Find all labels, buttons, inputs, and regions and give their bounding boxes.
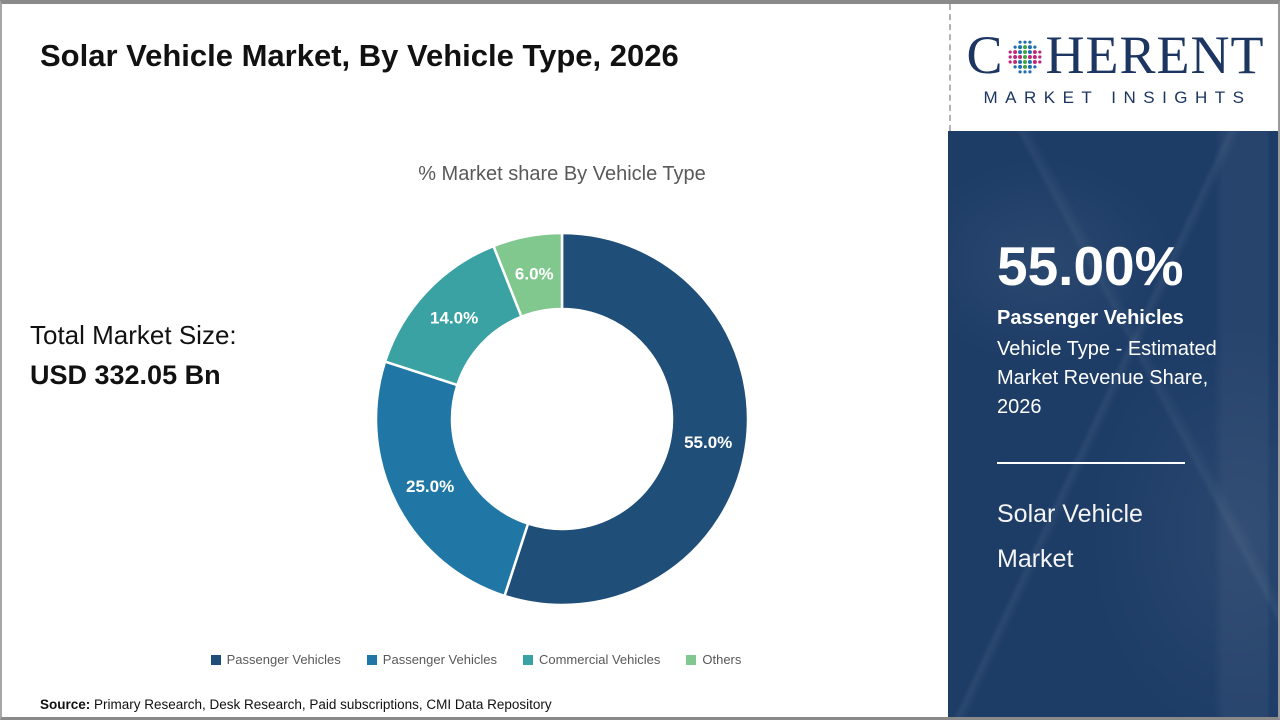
market-name: Solar Vehicle Market [997,500,1143,573]
legend-label-3: Others [702,652,742,667]
logo-globe-dot [1027,69,1032,73]
highlight-description: Vehicle Type - Estimated Market Revenue … [997,338,1217,418]
logo-globe-dot [1022,44,1027,49]
donut-slice-label-3: 6.0% [515,265,554,284]
logo-globe-dot [1022,69,1027,73]
logo-globe-dot [1022,59,1027,64]
logo-letter-c: C [966,24,1004,85]
logo-globe-dot [1017,40,1022,44]
legend-label-1: Passenger Vehicles [382,652,497,667]
logo-globe-dot [1017,44,1022,49]
logo-globe-icon [1008,40,1041,73]
coherent-logo: C HERENT MARKET INSIGHTS [951,4,1278,131]
logo-globe-dot [1017,54,1022,59]
legend-item-3: Others [686,652,741,667]
logo-globe-dot [1037,49,1041,54]
dashed-divider [949,4,951,131]
logo-globe-dot [1013,64,1017,68]
page-title: Solar Vehicle Market, By Vehicle Type, 2… [40,38,679,73]
logo-globe-dot [1027,54,1032,59]
highlight-label: Passenger Vehicles [997,307,1184,329]
legend-swatch-3 [686,654,697,665]
logo-globe-dot [1032,49,1037,54]
legend-item-1: Passenger Vehicles [366,652,497,667]
logo-letters-rest: HERENT [1045,24,1265,85]
total-market-size-label: Total Market Size: [30,320,237,350]
donut-slice-1 [374,360,530,598]
logo-globe-dot [1017,69,1022,73]
logo-globe-dot [1013,45,1017,49]
logo-globe-dot [1032,64,1037,68]
logo-globe-dot [1037,59,1041,64]
legend-label-0: Passenger Vehicles [226,652,341,667]
separator-line [997,462,1185,464]
donut-slice-label-0: 55.0% [684,433,732,452]
total-market-size-value: USD 332.05 Bn [30,360,221,390]
donut-slice-label-1: 25.0% [406,477,454,496]
donut-slice-0 [503,231,750,607]
source-note: Source: Primary Research, Desk Research,… [40,697,552,712]
donut-slice-3 [492,231,564,318]
logo-globe-dot [1008,49,1012,54]
logo-globe-dot [1027,59,1032,64]
logo-globe-dot [1022,40,1027,44]
logo-globe-dot [1017,59,1022,64]
logo-globe-dot [1012,54,1017,59]
donut-slice-label-2: 14.0% [430,309,478,328]
logo-wordmark: C HERENT [967,28,1265,82]
sidebar-content: 55.00% Passenger Vehicles Vehicle Type -… [997,131,1245,582]
logo-globe-dot [1012,59,1017,64]
logo-globe-dot [1022,54,1027,59]
logo-globe-dot [1027,44,1032,49]
sidebar-background [948,131,1278,717]
donut-chart: 55.0% 25.0% 14.0% 6.0% [374,231,750,607]
logo-globe-dot [1017,64,1022,69]
logo-globe-dot [1037,54,1041,59]
total-market-size: Total Market Size: USD 332.05 Bn [30,320,237,391]
logo-globe-dot [1008,59,1012,64]
logo-globe-dot [1032,45,1037,49]
chart-title: % Market share By Vehicle Type [418,163,706,185]
chart-legend: Passenger Vehicles Passenger Vehicles Comm… [2,652,950,667]
logo-globe-dot [1027,40,1032,44]
logo-globe-dot [1008,54,1012,59]
highlight-value: 55.00% [997,235,1184,297]
legend-label-2: Commercial Vehicles [538,652,661,667]
legend-item-2: Commercial Vehicles [522,652,661,667]
source-label: Source: [40,697,91,712]
logo-subtitle: MARKET INSIGHTS [983,87,1252,107]
logo-globe-dot [1027,49,1032,54]
logo-globe-dot [1017,49,1022,54]
sidebar: 55.00% Passenger Vehicles Vehicle Type -… [948,131,1278,717]
legend-swatch-0 [210,654,221,665]
logo-globe-dot [1022,49,1027,54]
legend-item-0: Passenger Vehicles [210,652,341,667]
logo-globe-dot [1012,49,1017,54]
logo-globe-dot [1022,64,1027,69]
source-text: Primary Research, Desk Research, Paid su… [90,697,552,712]
logo-globe-dot [1032,59,1037,64]
legend-swatch-2 [522,654,533,665]
logo-globe-dot [1032,54,1037,59]
logo-globe-dot [1027,64,1032,69]
legend-swatch-1 [366,654,377,665]
